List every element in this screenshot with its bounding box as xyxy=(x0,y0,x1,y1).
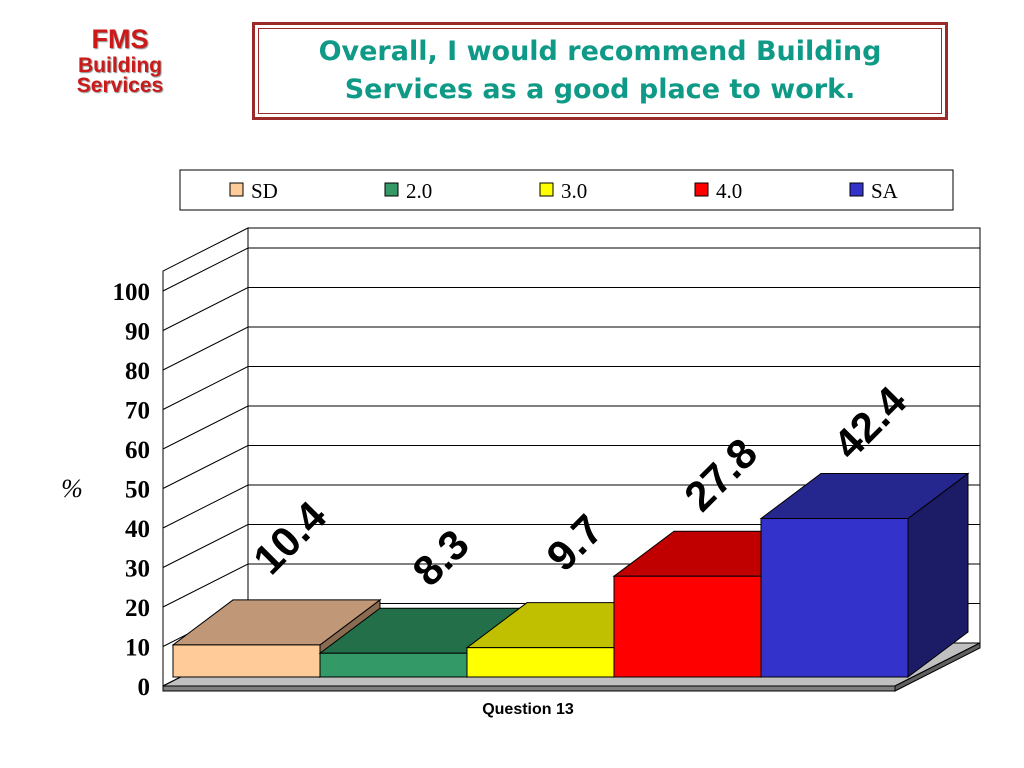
y-tick-label: 20 xyxy=(125,595,150,622)
logo-fms: FMS xyxy=(91,24,149,54)
fms-logo: FMS Building Services xyxy=(40,22,200,96)
logo-services: Services xyxy=(76,74,164,97)
legend-item: 3.0 xyxy=(539,179,587,203)
bar-front xyxy=(760,518,909,678)
legend-item: 4.0 xyxy=(694,179,742,203)
y-tick-label: 80 xyxy=(125,358,150,385)
bar-sa xyxy=(759,472,970,678)
y-axis-label: % xyxy=(61,474,83,503)
bar-front xyxy=(319,652,468,678)
legend-swatch xyxy=(539,182,554,197)
chart-floor-side xyxy=(894,642,981,692)
bar-front xyxy=(613,575,762,678)
legend-label: 2.0 xyxy=(406,179,432,203)
y-tick-label: 50 xyxy=(125,477,150,504)
y-tick-label: 100 xyxy=(113,279,151,306)
y-axis: 0 10 20 30 40 50 60 70 80 90 100% xyxy=(61,279,150,701)
chart-title: Overall, I would recommend Building Serv… xyxy=(318,36,882,105)
gridline xyxy=(162,524,980,568)
gridline xyxy=(162,484,980,529)
bars xyxy=(171,472,970,678)
title-frame: Overall, I would recommend Building Serv… xyxy=(252,22,948,120)
gridline xyxy=(162,287,980,331)
x-axis-label: Question 13 xyxy=(482,701,574,718)
title-frame-inner: Overall, I would recommend Building Serv… xyxy=(258,28,942,114)
legend-label: 3.0 xyxy=(561,179,587,203)
gridline xyxy=(162,366,980,410)
legend-label: SD xyxy=(251,179,278,203)
legend-item: SA xyxy=(849,179,899,203)
legend-swatch xyxy=(384,182,399,197)
chart-floor-edge xyxy=(162,685,896,692)
legend-item: SD xyxy=(229,179,278,203)
y-tick-label: 90 xyxy=(125,319,150,346)
gridline xyxy=(162,247,980,292)
logo-building: Building xyxy=(78,54,162,77)
legend: SD 2.0 3.0 4.0 SA xyxy=(179,169,954,211)
legend-box xyxy=(179,169,954,211)
legend-swatch xyxy=(694,182,709,197)
gridline xyxy=(162,445,980,489)
legend-label: SA xyxy=(871,179,899,203)
y-tick-label: 30 xyxy=(125,556,150,583)
legend-swatch xyxy=(849,182,864,197)
legend-swatch xyxy=(229,182,244,197)
y-tick-label: 10 xyxy=(125,635,150,662)
gridline xyxy=(162,326,980,371)
gridline xyxy=(162,405,980,450)
bar-front xyxy=(172,644,321,678)
y-tick-label: 40 xyxy=(125,516,150,543)
y-tick-label: 0 xyxy=(138,674,151,701)
y-tick-label: 60 xyxy=(125,437,150,464)
bar-front xyxy=(466,647,615,678)
y-tick-label: 70 xyxy=(125,398,150,425)
legend-item: 2.0 xyxy=(384,179,432,203)
legend-label: 4.0 xyxy=(716,179,742,203)
